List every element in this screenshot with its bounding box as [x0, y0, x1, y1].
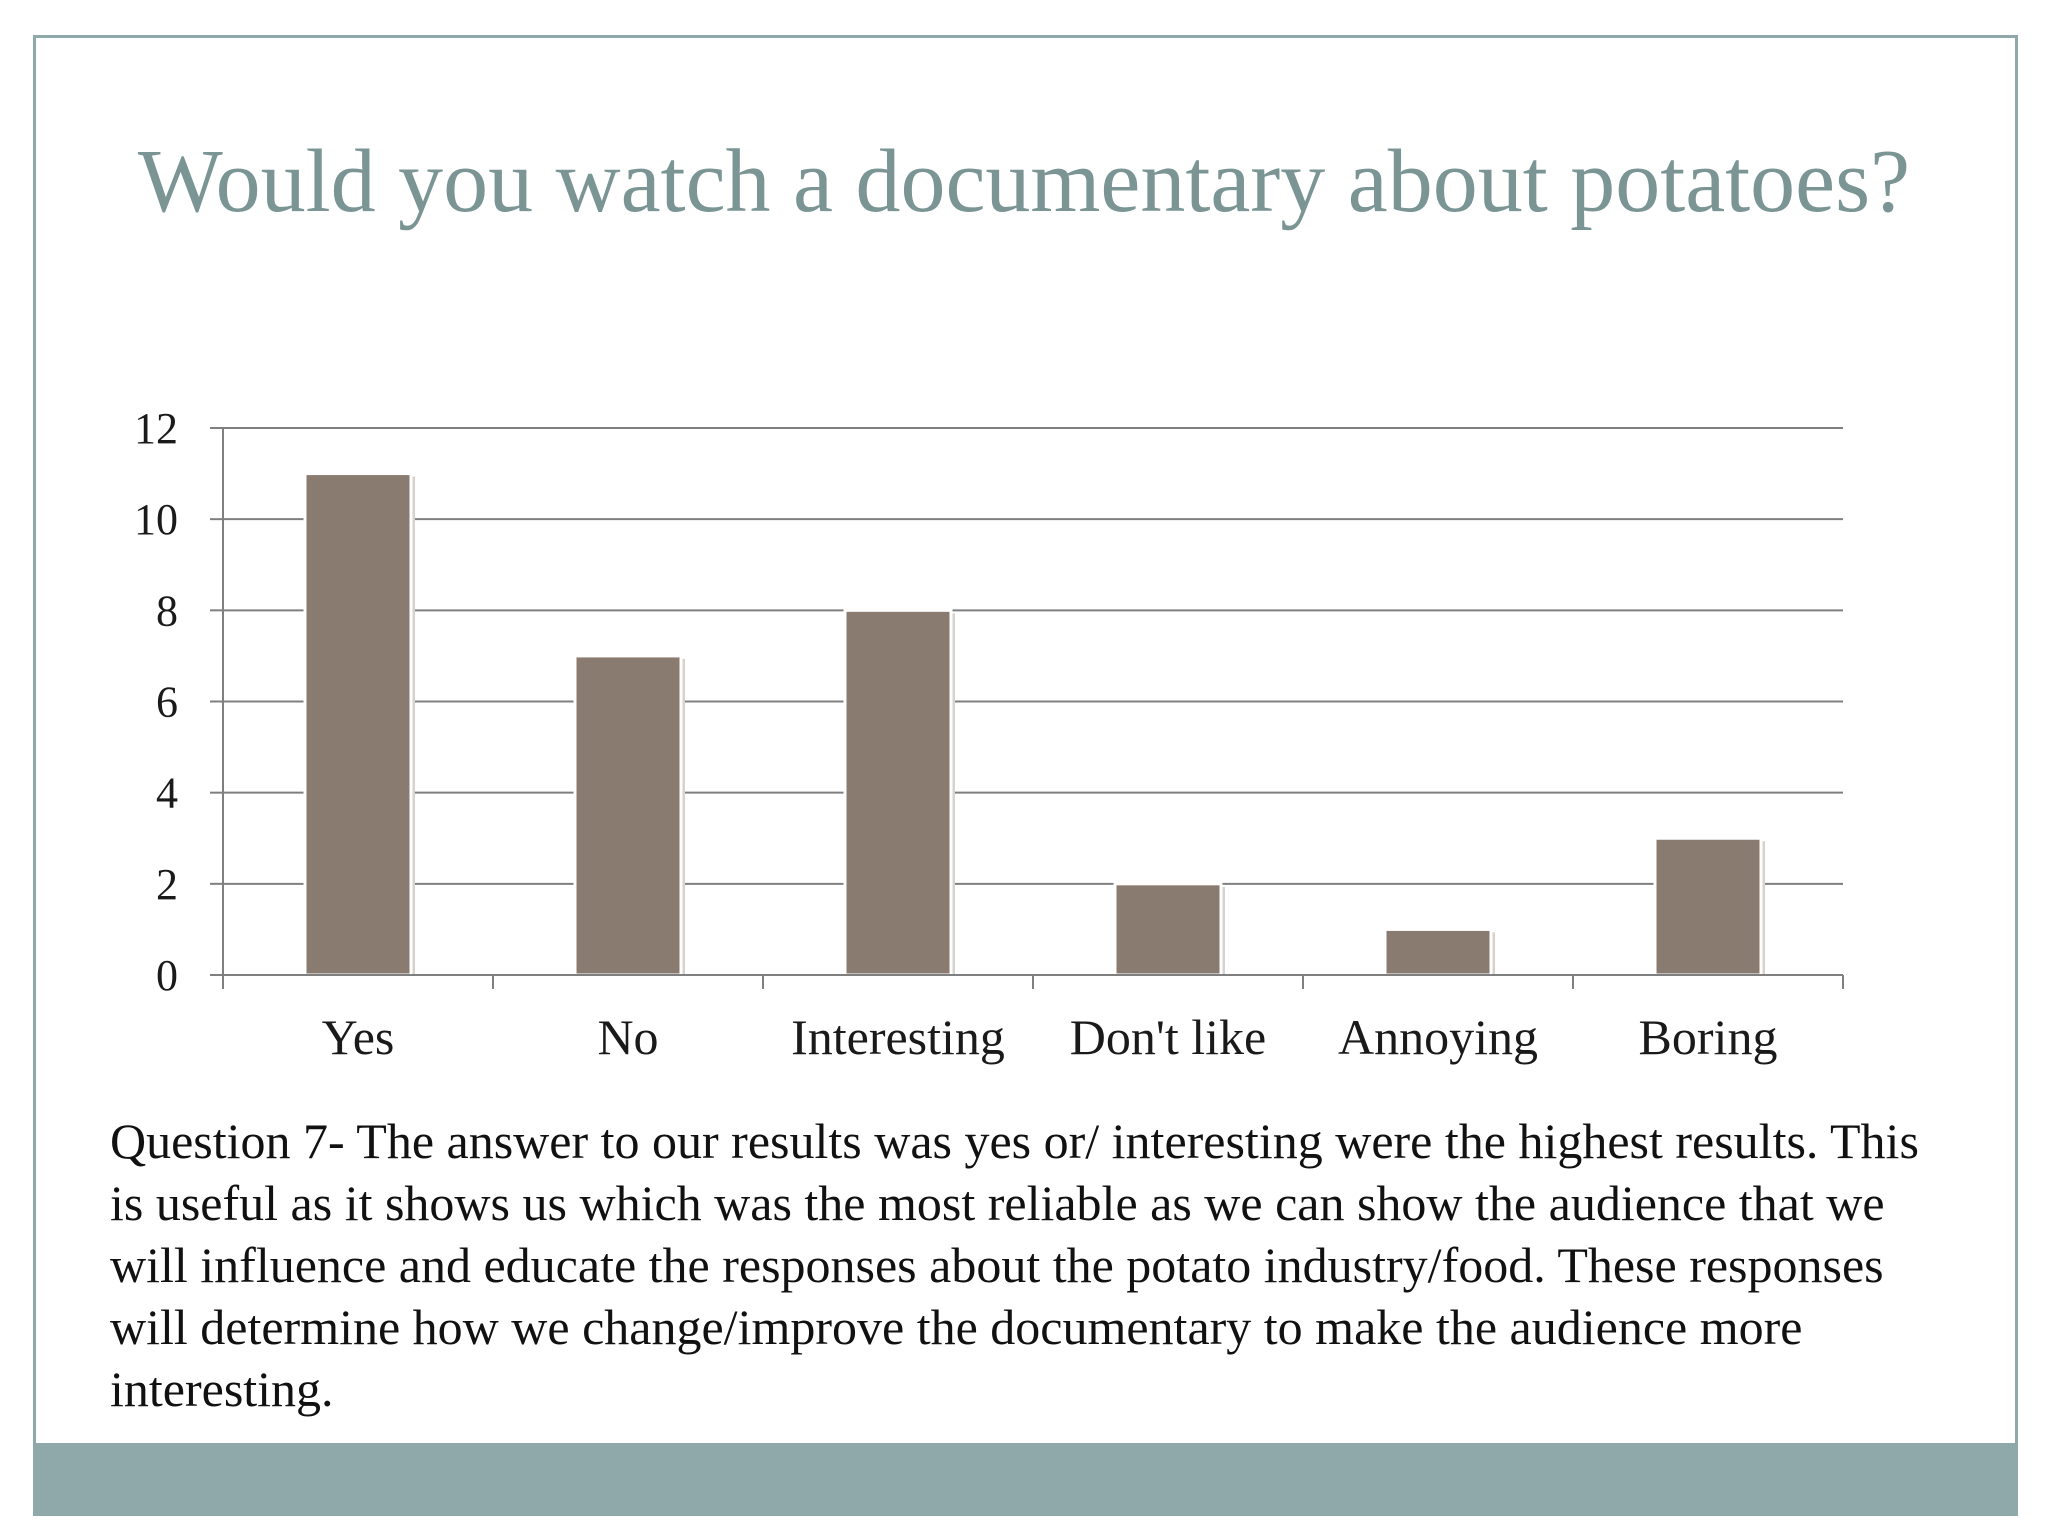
bar [573, 654, 683, 977]
bar [1653, 836, 1763, 977]
x-tick-label: Boring [1639, 1009, 1778, 1065]
y-tick-label: 10 [134, 495, 178, 544]
bar [1383, 927, 1493, 977]
x-tick-label: Yes [322, 1009, 395, 1065]
y-tick-label: 2 [156, 860, 178, 909]
y-tick-label: 6 [156, 678, 178, 727]
y-tick-label: 12 [134, 404, 178, 453]
slide-title: Would you watch a documentary about pota… [137, 132, 1911, 231]
y-tick-label: 4 [156, 769, 178, 818]
gridlines [223, 427, 1843, 885]
axis-labels: 0 2 4 6 8 10 12 Yes No Interesting Don't like Annoy… [134, 404, 1777, 1065]
x-tick-label: Interesting [791, 1009, 1005, 1065]
slide-caption: Question 7- The answer to our results wa… [110, 1113, 1919, 1417]
bar [303, 472, 413, 977]
axes [210, 427, 1844, 989]
footer-band [33, 1443, 2018, 1516]
x-tick-label: No [597, 1009, 658, 1065]
bar [843, 608, 953, 977]
x-tick-label: Annoying [1338, 1009, 1538, 1065]
bars [303, 472, 1765, 977]
y-tick-label: 0 [156, 951, 178, 1000]
x-tick-label: Don't like [1070, 1009, 1266, 1065]
bar [1113, 882, 1223, 977]
y-tick-label: 8 [156, 586, 178, 635]
